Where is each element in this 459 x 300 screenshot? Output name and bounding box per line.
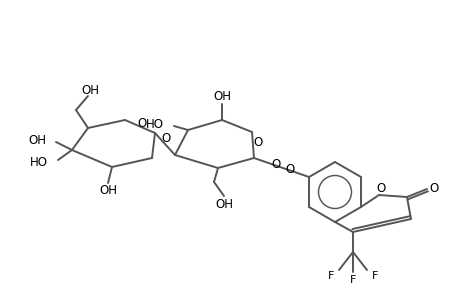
Text: F: F [349, 275, 355, 285]
Text: OH: OH [28, 134, 46, 148]
Text: O: O [428, 182, 437, 194]
Text: HO: HO [146, 118, 164, 131]
Text: F: F [371, 271, 377, 281]
Text: OH: OH [81, 83, 99, 97]
Text: O: O [253, 136, 262, 149]
Text: F: F [327, 271, 333, 281]
Text: O: O [284, 163, 293, 176]
Text: OH: OH [214, 197, 233, 211]
Text: O: O [161, 131, 170, 145]
Text: O: O [137, 117, 146, 130]
Text: O: O [270, 158, 280, 171]
Text: OH: OH [99, 184, 117, 197]
Text: HO: HO [30, 155, 48, 169]
Text: OH: OH [213, 89, 230, 103]
Text: O: O [375, 182, 385, 194]
